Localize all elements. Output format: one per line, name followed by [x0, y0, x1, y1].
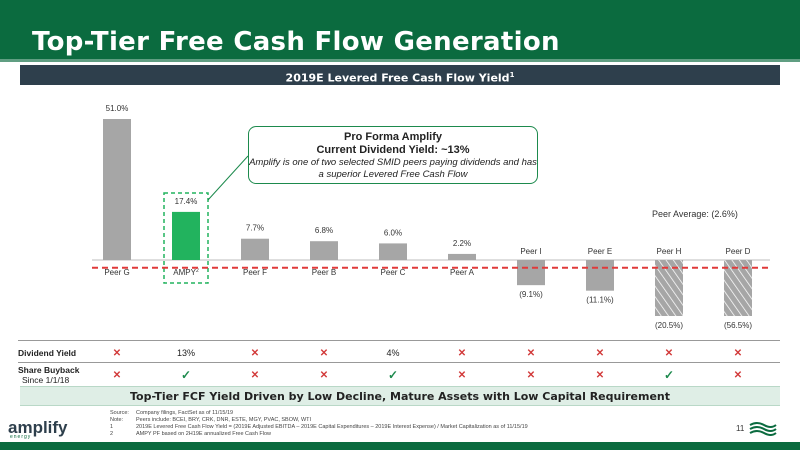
footer-bar	[0, 442, 800, 450]
bar-peer-f	[241, 238, 269, 260]
category-label: Peer I	[520, 247, 541, 256]
footnote-line: 1 2019E Levered Free Cash Flow Yield = (2…	[110, 424, 528, 431]
data-label: 6.0%	[384, 228, 402, 237]
footnote-key: Note:	[110, 417, 124, 423]
category-label: Peer C	[381, 268, 406, 277]
data-label: (56.5%)	[724, 321, 752, 330]
takeaway-banner: Top-Tier FCF Yield Driven by Low Decline…	[20, 386, 780, 406]
data-label: (20.5%)	[655, 321, 683, 330]
logo-sub: energy	[10, 434, 32, 440]
footnote-text: AMPY PF based on 2H19E annualized Free C…	[136, 431, 272, 437]
data-label: 51.0%	[106, 104, 129, 113]
footnotes: Source: Company filings, FactSet as of 11…	[110, 410, 528, 438]
highlight-box	[163, 192, 209, 284]
category-label: Peer E	[588, 247, 612, 256]
callout-connector	[207, 155, 249, 201]
logo-name: amplify	[8, 418, 68, 437]
chart-title-footnote: 1	[509, 71, 515, 79]
wave-mark-icon	[749, 422, 777, 436]
bar-peer-c	[379, 243, 407, 260]
table-row-dividend: Dividend Yield	[0, 342, 800, 364]
x-mark-icon: ✕	[250, 370, 260, 381]
bar-peer-g	[103, 119, 131, 260]
callout-subtitle: Current Dividend Yield: ~13%	[316, 144, 470, 156]
category-label: Peer D	[726, 247, 751, 256]
data-label: 2.2%	[453, 239, 471, 248]
x-mark-icon: ✕	[733, 370, 743, 381]
table-divider	[18, 362, 780, 363]
chart-title-bar: 2019E Levered Free Cash Flow Yield1	[20, 65, 780, 85]
row-label-buyback: Share Buyback Since 1/1/18	[18, 365, 79, 385]
peer-average-label: Peer Average: (2.6%)	[652, 209, 738, 219]
category-label: AMPY2	[173, 268, 199, 277]
row-label-text: Share Buyback	[18, 365, 80, 375]
x-mark-icon: ✕	[112, 370, 122, 381]
check-mark-icon: ✓	[180, 368, 192, 382]
data-label: 7.7%	[246, 224, 264, 233]
x-mark-icon: ✕	[526, 370, 536, 381]
row-label-dividend: Dividend Yield	[18, 348, 76, 358]
footnote-line: Note: Peers include: BCEI, BRY, CRK, DNR,…	[110, 417, 528, 424]
data-label: (9.1%)	[519, 290, 543, 299]
row-sublabel-text: Since 1/1/18	[22, 375, 70, 385]
x-mark-icon: ✕	[733, 348, 743, 359]
bar-peer-d	[724, 260, 752, 316]
x-mark-icon: ✕	[250, 348, 260, 359]
table-cell: 4%	[386, 348, 400, 358]
amplify-logo: amplify energy	[2, 416, 92, 440]
footnote-text: Peers include: BCEI, BRY, CRK, DNR, ESTE…	[136, 417, 312, 423]
category-label: Peer H	[657, 247, 682, 256]
x-mark-icon: ✕	[457, 348, 467, 359]
footnote-line: Source: Company filings, FactSet as of 11…	[110, 410, 528, 417]
category-superscript: 2	[196, 268, 199, 274]
pro-forma-callout: Pro Forma Amplify Current Dividend Yield…	[248, 126, 538, 184]
footnote-text: Company filings, FactSet as of 11/15/19	[136, 410, 234, 416]
header-stripe	[0, 59, 800, 62]
x-mark-icon: ✕	[319, 370, 329, 381]
footnote-key: 2	[110, 431, 114, 437]
row-label-text: Dividend Yield	[18, 348, 77, 358]
check-mark-icon: ✓	[387, 368, 399, 382]
chart-title: 2019E Levered Free Cash Flow Yield	[285, 71, 510, 85]
callout-body: Amplify is one of two selected SMID peer…	[249, 157, 537, 180]
x-mark-icon: ✕	[112, 348, 122, 359]
bar-peer-b	[310, 241, 338, 260]
data-label: 17.4%	[175, 197, 198, 206]
bar-peer-i	[517, 260, 545, 286]
x-mark-icon: ✕	[457, 370, 467, 381]
x-mark-icon: ✕	[664, 348, 674, 359]
bar-peer-h	[655, 260, 683, 316]
header-bar: Top-Tier Free Cash Flow Generation	[0, 0, 800, 62]
data-label: 6.8%	[315, 226, 333, 235]
x-mark-icon: ✕	[595, 348, 605, 359]
footnote-key: Source:	[110, 410, 129, 416]
page-number: 11	[736, 424, 745, 433]
category-label: Peer A	[450, 268, 475, 277]
page-title: Top-Tier Free Cash Flow Generation	[32, 27, 560, 57]
table-divider	[18, 340, 780, 341]
x-mark-icon: ✕	[595, 370, 605, 381]
category-label: Peer B	[312, 268, 336, 277]
footnote-line: 2 AMPY PF based on 2H19E annualized Free …	[110, 431, 528, 438]
footnote-text: 2019E Levered Free Cash Flow Yield = (20…	[136, 424, 528, 430]
footnote-key: 1	[110, 424, 114, 430]
category-label: Peer G	[104, 268, 129, 277]
category-label: Peer F	[243, 268, 267, 277]
table-row-buyback: Share Buyback Since 1/1/18	[0, 364, 800, 386]
bar-peer-e	[586, 260, 614, 291]
check-mark-icon: ✓	[663, 368, 675, 382]
callout-title: Pro Forma Amplify	[344, 131, 442, 143]
x-mark-icon: ✕	[526, 348, 536, 359]
bar-ampy	[172, 211, 200, 260]
x-mark-icon: ✕	[319, 348, 329, 359]
bar-peer-a	[448, 253, 476, 260]
table-cell: 13%	[176, 348, 195, 358]
data-label: (11.1%)	[586, 296, 614, 305]
